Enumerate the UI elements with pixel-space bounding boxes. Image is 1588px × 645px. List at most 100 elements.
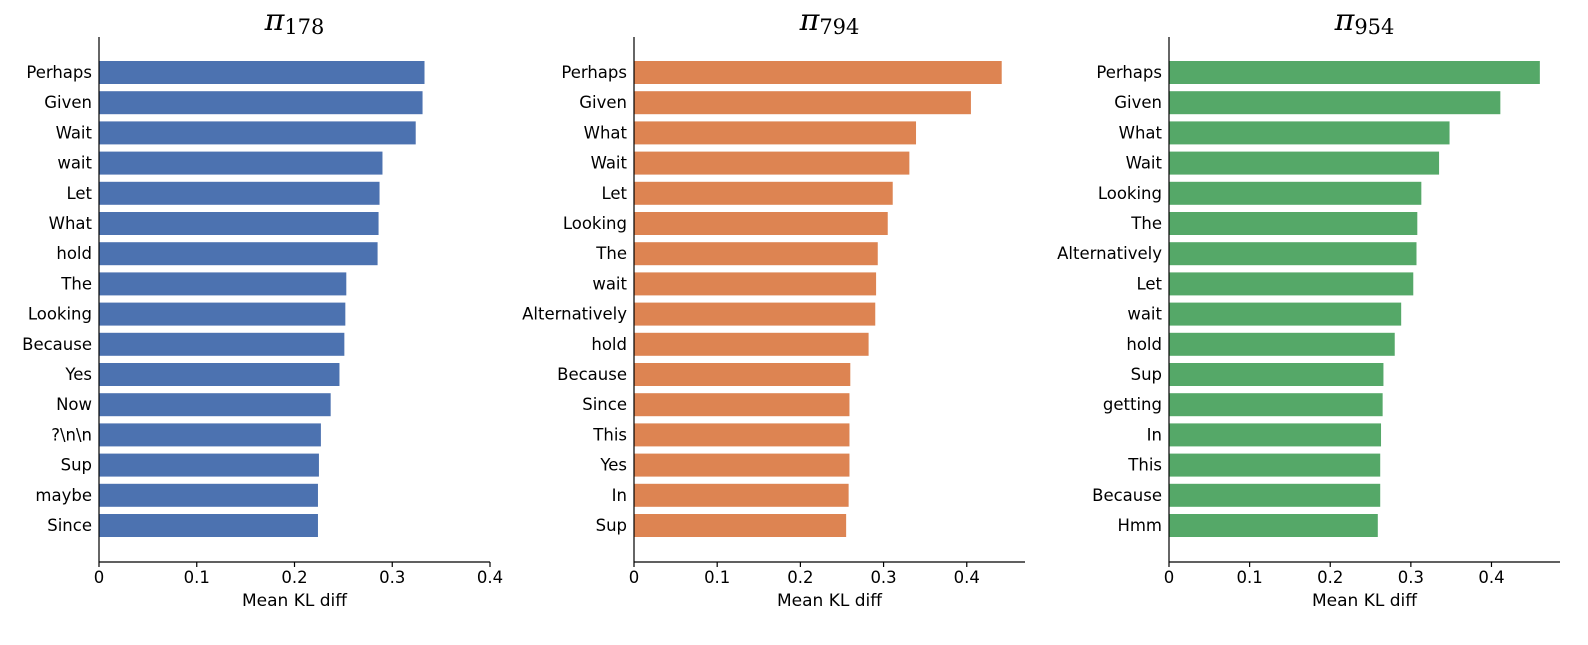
chart-title-symbol: π <box>799 3 821 38</box>
category-label: Since <box>47 516 92 535</box>
category-label: The <box>1130 214 1162 233</box>
category-label: Because <box>22 335 92 354</box>
x-axis-label: Mean KL diff <box>1312 591 1418 611</box>
category-label: Given <box>579 93 627 112</box>
x-tick-label: 0.3 <box>870 568 896 587</box>
category-label: Looking <box>1098 184 1162 203</box>
category-label: Wait <box>56 123 93 142</box>
bar-4 <box>634 151 910 175</box>
bar-14 <box>1169 453 1381 477</box>
bar-15 <box>1169 483 1381 507</box>
category-label: Let <box>1136 274 1162 293</box>
category-label: Yes <box>64 365 92 384</box>
category-label: In <box>1147 425 1162 444</box>
category-label: hold <box>1126 335 1162 354</box>
category-label: Now <box>56 395 92 414</box>
bar-5 <box>634 181 893 205</box>
category-label: wait <box>592 274 627 293</box>
category-label: Let <box>66 184 92 203</box>
category-label: Wait <box>1126 154 1163 173</box>
category-label: Sup <box>61 456 92 475</box>
x-tick-label: 0.1 <box>704 568 730 587</box>
bar-2 <box>99 91 423 115</box>
chart-title: π794 <box>799 3 860 39</box>
bar-12 <box>1169 393 1383 417</box>
bar-9 <box>99 302 346 326</box>
bar-13 <box>634 423 850 447</box>
category-label: Looking <box>28 305 92 324</box>
chart-title-subscript: 178 <box>284 15 324 39</box>
bar-8 <box>1169 272 1414 296</box>
bar-5 <box>99 181 380 205</box>
bar-2 <box>1169 91 1501 115</box>
bar-14 <box>99 453 319 477</box>
bar-16 <box>1169 514 1378 537</box>
x-tick-label: 0.4 <box>954 568 980 587</box>
bar-11 <box>1169 363 1384 386</box>
bar-14 <box>634 453 850 477</box>
category-label: Looking <box>563 214 627 233</box>
bar-1 <box>634 61 1002 84</box>
bar-1 <box>1169 61 1540 84</box>
category-label: What <box>584 123 628 142</box>
bar-4 <box>1169 151 1440 175</box>
category-label: Let <box>601 184 627 203</box>
category-label: Because <box>1092 486 1162 505</box>
x-tick-label: 0.2 <box>1317 568 1343 587</box>
category-label: Because <box>557 365 627 384</box>
x-tick-label: 0.2 <box>281 568 307 587</box>
category-label: wait <box>1127 305 1162 324</box>
bar-16 <box>634 514 847 537</box>
chart-panel-2: π794 Perhaps Given What Wait Let Looking The wai… <box>522 3 1025 611</box>
category-label: The <box>595 244 627 263</box>
bar-6 <box>99 212 379 235</box>
chart-panel-3: π954 Perhaps Given What Wait Looking The Altern… <box>1057 3 1560 611</box>
category-label: This <box>592 425 627 444</box>
category-label: What <box>49 214 93 233</box>
chart-title-symbol: π <box>1334 3 1356 38</box>
chart-title-subscript: 794 <box>819 15 859 39</box>
category-label: hold <box>56 244 92 263</box>
chart-panel-1: π178 Perhaps Given Wait wait Let What hold The Lo… <box>22 3 503 611</box>
category-label: hold <box>591 335 627 354</box>
category-label: Wait <box>591 154 628 173</box>
category-label: Given <box>44 93 92 112</box>
x-tick-label: 0.2 <box>787 568 813 587</box>
category-label: Alternatively <box>1057 244 1162 263</box>
category-label: This <box>1127 456 1162 475</box>
bar-1 <box>99 61 425 84</box>
x-tick-label: 0.4 <box>1478 568 1504 587</box>
bar-15 <box>634 483 849 507</box>
bar-10 <box>1169 332 1395 356</box>
bar-5 <box>1169 181 1422 205</box>
category-label: Yes <box>599 456 627 475</box>
bar-3 <box>99 121 416 145</box>
bar-10 <box>99 332 345 356</box>
x-tick-label: 0 <box>94 568 105 587</box>
bar-3 <box>1169 121 1450 145</box>
category-label: Perhaps <box>26 63 92 82</box>
bar-11 <box>99 363 340 386</box>
bar-2 <box>634 91 971 115</box>
bar-9 <box>634 302 876 326</box>
category-label: getting <box>1103 395 1162 414</box>
category-label: Hmm <box>1117 516 1162 535</box>
bar-15 <box>99 483 318 507</box>
x-tick-label: 0.3 <box>379 568 405 587</box>
bar-16 <box>99 514 318 537</box>
bar-3 <box>634 121 917 145</box>
category-label: Since <box>582 395 627 414</box>
category-label: Perhaps <box>1096 63 1162 82</box>
x-axis-label: Mean KL diff <box>777 591 883 611</box>
x-tick-label: 0 <box>1164 568 1175 587</box>
bar-12 <box>99 393 331 417</box>
bar-6 <box>634 212 888 235</box>
category-label: Perhaps <box>561 63 627 82</box>
bar-13 <box>99 423 321 447</box>
category-label: What <box>1119 123 1163 142</box>
bar-7 <box>634 242 878 266</box>
chart-title-symbol: π <box>264 3 286 38</box>
bar-9 <box>1169 302 1402 326</box>
